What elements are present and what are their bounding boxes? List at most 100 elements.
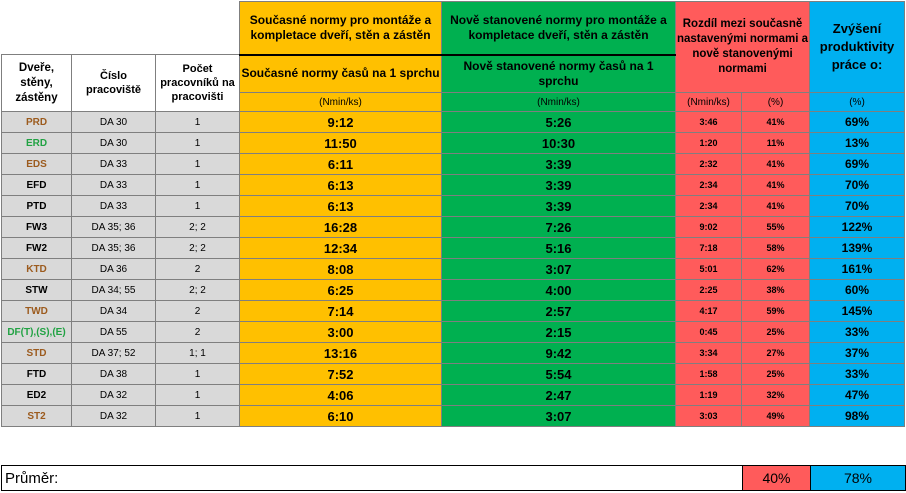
workers-cell: 1 [155,132,240,154]
door-type-cell: FTD [1,363,72,385]
workers-cell: 2; 2 [155,216,240,238]
workers-cell: 2 [155,300,240,322]
header-difference: Rozdíl mezi současně nastavenými normami… [675,1,810,93]
door-type-cell: FW2 [1,237,72,259]
productivity-cell: 33% [809,363,905,385]
header-spacer [1,1,240,55]
workers-cell: 1 [155,195,240,217]
table-row: DF(T),(S),(E) DA 55 2 3:00 2:15 0:45 25% 33% [1,321,905,343]
door-type-cell: EDS [1,153,72,175]
header-current-norms: Současné normy pro montáže a kompletace … [239,1,442,56]
workstation-cell: DA 35; 36 [71,237,156,259]
workstation-cell: DA 33 [71,174,156,196]
new-norm-cell: 3:07 [441,405,676,427]
workers-cell: 2 [155,258,240,280]
door-type-cell: KTD [1,258,72,280]
table-row: PRD DA 30 1 9:12 5:26 3:46 41% 69% [1,111,905,133]
productivity-cell: 69% [809,153,905,175]
header-workers: Počet pracovníků na pracovišti [155,54,240,112]
workers-cell: 1 [155,405,240,427]
table-row: FW3 DA 35; 36 2; 2 16:28 7:26 9:02 55% 122% [1,216,905,238]
productivity-cell: 70% [809,195,905,217]
diff-time-cell: 9:02 [675,216,742,238]
current-norm-cell: 11:50 [239,132,442,154]
workstation-cell: DA 34 [71,300,156,322]
average-label: Průměr: [1,465,743,491]
workstation-cell: DA 35; 36 [71,216,156,238]
unit-diff-time: (Nmin/ks) [675,92,742,112]
new-norm-cell: 2:47 [441,384,676,406]
workers-cell: 1 [155,174,240,196]
diff-pct-cell: 58% [741,237,810,259]
table-row: FTD DA 38 1 7:52 5:54 1:58 25% 33% [1,363,905,385]
diff-pct-cell: 49% [741,405,810,427]
door-type-cell: PTD [1,195,72,217]
new-norm-cell: 9:42 [441,342,676,364]
table-row: KTD DA 36 2 8:08 3:07 5:01 62% 161% [1,258,905,280]
diff-time-cell: 0:45 [675,321,742,343]
workers-cell: 1 [155,153,240,175]
current-norm-cell: 16:28 [239,216,442,238]
diff-time-cell: 7:18 [675,237,742,259]
workstation-cell: DA 30 [71,132,156,154]
productivity-cell: 69% [809,111,905,133]
diff-time-cell: 3:34 [675,342,742,364]
current-norm-cell: 6:13 [239,174,442,196]
door-type-cell: EFD [1,174,72,196]
door-type-cell: PRD [1,111,72,133]
productivity-cell: 47% [809,384,905,406]
workstation-cell: DA 33 [71,153,156,175]
productivity-cell: 139% [809,237,905,259]
door-type-cell: DF(T),(S),(E) [1,321,72,343]
diff-time-cell: 3:46 [675,111,742,133]
header-door-type: Dveře, stěny, zástěny [1,54,72,112]
workstation-cell: DA 32 [71,405,156,427]
header-workstation: Číslo pracoviště [71,54,156,112]
unit-diff-pct: (%) [741,92,810,112]
workstation-cell: DA 33 [71,195,156,217]
diff-pct-cell: 62% [741,258,810,280]
diff-pct-cell: 41% [741,195,810,217]
table-row: EDS DA 33 1 6:11 3:39 2:32 41% 69% [1,153,905,175]
workstation-cell: DA 38 [71,363,156,385]
workstation-cell: DA 32 [71,384,156,406]
new-norm-cell: 5:54 [441,363,676,385]
header-new-norms: Nově stanovené normy pro montáže a kompl… [441,1,676,56]
diff-pct-cell: 25% [741,321,810,343]
current-norm-cell: 7:14 [239,300,442,322]
productivity-cell: 161% [809,258,905,280]
subheader-current-time: Současné normy časů na 1 sprchu [239,54,442,93]
table-row: TWD DA 34 2 7:14 2:57 4:17 59% 145% [1,300,905,322]
door-type-cell: FW3 [1,216,72,238]
productivity-cell: 37% [809,342,905,364]
productivity-cell: 122% [809,216,905,238]
productivity-cell: 98% [809,405,905,427]
new-norm-cell: 4:00 [441,279,676,301]
unit-productivity: (%) [809,92,905,112]
new-norm-cell: 2:57 [441,300,676,322]
productivity-cell: 33% [809,321,905,343]
workstation-cell: DA 37; 52 [71,342,156,364]
new-norm-cell: 10:30 [441,132,676,154]
workstation-cell: DA 55 [71,321,156,343]
unit-current: (Nmin/ks) [239,92,442,112]
new-norm-cell: 7:26 [441,216,676,238]
diff-time-cell: 3:03 [675,405,742,427]
current-norm-cell: 3:00 [239,321,442,343]
current-norm-cell: 13:16 [239,342,442,364]
diff-pct-cell: 41% [741,111,810,133]
door-type-cell: STD [1,342,72,364]
diff-time-cell: 2:34 [675,174,742,196]
diff-pct-cell: 38% [741,279,810,301]
workers-cell: 2; 2 [155,237,240,259]
diff-time-cell: 2:32 [675,153,742,175]
productivity-cell: 60% [809,279,905,301]
new-norm-cell: 3:39 [441,174,676,196]
diff-time-cell: 2:25 [675,279,742,301]
diff-time-cell: 1:58 [675,363,742,385]
current-norm-cell: 8:08 [239,258,442,280]
header-productivity: Zvýšení produktivity práce o: [809,1,905,93]
table-row: STD DA 37; 52 1; 1 13:16 9:42 3:34 27% 37% [1,342,905,364]
current-norm-cell: 4:06 [239,384,442,406]
diff-time-cell: 2:34 [675,195,742,217]
